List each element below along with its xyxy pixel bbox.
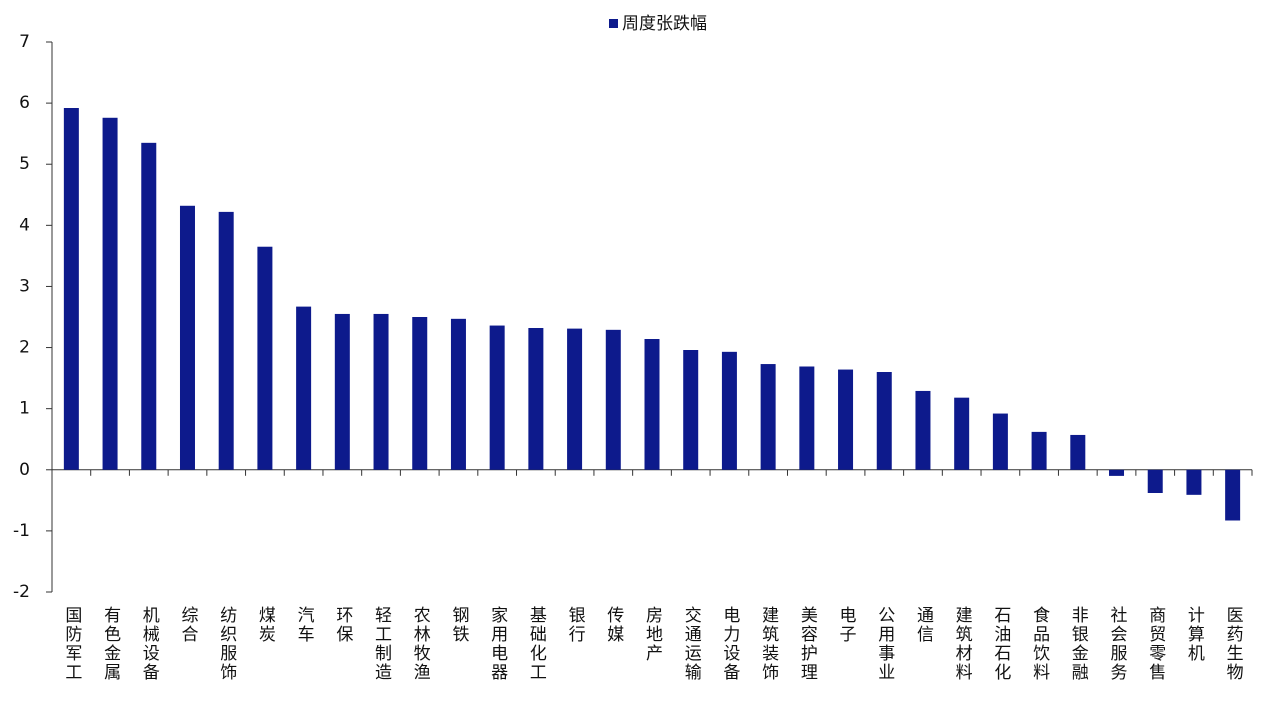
x-tick-label: 基础化工 — [526, 606, 547, 682]
x-tick-label: 商贸零售 — [1145, 606, 1166, 682]
bar — [102, 117, 118, 470]
x-tick-label: 机械设备 — [139, 606, 160, 682]
x-tick-label: 银行 — [565, 606, 586, 644]
x-tick-label: 建筑装饰 — [758, 606, 779, 682]
x-tick-label: 电子 — [836, 606, 857, 644]
x-tick-label: 建筑材料 — [952, 606, 973, 682]
x-tick-label: 交通运输 — [681, 606, 702, 682]
bar — [876, 372, 892, 470]
x-tick-label: 传媒 — [603, 606, 624, 644]
x-tick-label: 石油石化 — [990, 606, 1011, 682]
x-tick-label: 通信 — [913, 606, 934, 644]
y-tick-label: 2 — [19, 338, 30, 358]
bar — [1186, 469, 1202, 495]
x-tick-label: 公用事业 — [874, 606, 895, 682]
bar — [1109, 469, 1125, 476]
bar — [63, 108, 79, 470]
x-tick-label: 食品饮料 — [1029, 606, 1050, 682]
x-tick-label: 计算机 — [1184, 606, 1205, 663]
y-tick-label: 3 — [19, 276, 30, 296]
bar — [915, 390, 931, 470]
x-tick-label: 煤炭 — [255, 606, 276, 644]
y-tick-label: -1 — [13, 521, 30, 541]
y-tick-label: 4 — [19, 215, 30, 235]
bar — [605, 329, 621, 470]
bar — [799, 366, 815, 470]
y-tick-label: -2 — [13, 582, 30, 602]
legend-label: 周度张跌幅 — [622, 14, 707, 34]
x-tick-label: 医药生物 — [1223, 606, 1244, 682]
x-tick-label: 房地产 — [642, 606, 663, 663]
bar — [1070, 434, 1086, 470]
bar — [992, 413, 1008, 470]
bar — [450, 318, 466, 470]
bar — [954, 397, 970, 470]
bar — [412, 317, 428, 470]
bar — [838, 369, 854, 470]
x-tick-label: 钢铁 — [448, 606, 469, 644]
bar — [296, 306, 312, 470]
bar — [179, 205, 195, 470]
bar — [218, 211, 234, 470]
x-tick-label: 电力设备 — [719, 606, 740, 682]
x-tick-label: 轻工制造 — [371, 606, 392, 682]
y-tick-label: 5 — [19, 154, 30, 174]
y-tick-label: 7 — [19, 32, 30, 52]
x-tick-label: 家用电器 — [487, 606, 508, 682]
y-tick-label: 1 — [19, 399, 30, 419]
x-tick-label: 有色金属 — [100, 606, 121, 682]
bar — [141, 142, 157, 470]
bar — [644, 339, 660, 470]
bar — [1147, 469, 1163, 493]
bar — [528, 328, 544, 470]
x-tick-label: 社会服务 — [1107, 606, 1128, 682]
x-tick-label: 非银金融 — [1068, 606, 1089, 682]
x-tick-label: 国防军工 — [61, 606, 82, 682]
x-tick-label: 环保 — [332, 606, 353, 644]
bar — [721, 351, 737, 470]
bar — [1225, 469, 1241, 521]
bar — [373, 313, 389, 470]
legend-swatch — [609, 19, 618, 28]
bar — [567, 328, 583, 470]
bar — [257, 246, 273, 470]
bar — [683, 350, 699, 470]
x-tick-label: 纺织服饰 — [216, 606, 237, 682]
bar — [489, 325, 505, 470]
bar — [760, 364, 776, 470]
x-tick-label: 综合 — [177, 606, 198, 644]
y-tick-label: 6 — [19, 93, 30, 113]
x-tick-label: 汽车 — [294, 606, 315, 644]
x-tick-label: 美容护理 — [797, 606, 818, 682]
bar — [1031, 431, 1047, 470]
x-tick-label: 农林牧渔 — [410, 606, 431, 682]
bar — [334, 313, 350, 470]
y-tick-label: 0 — [19, 460, 30, 480]
